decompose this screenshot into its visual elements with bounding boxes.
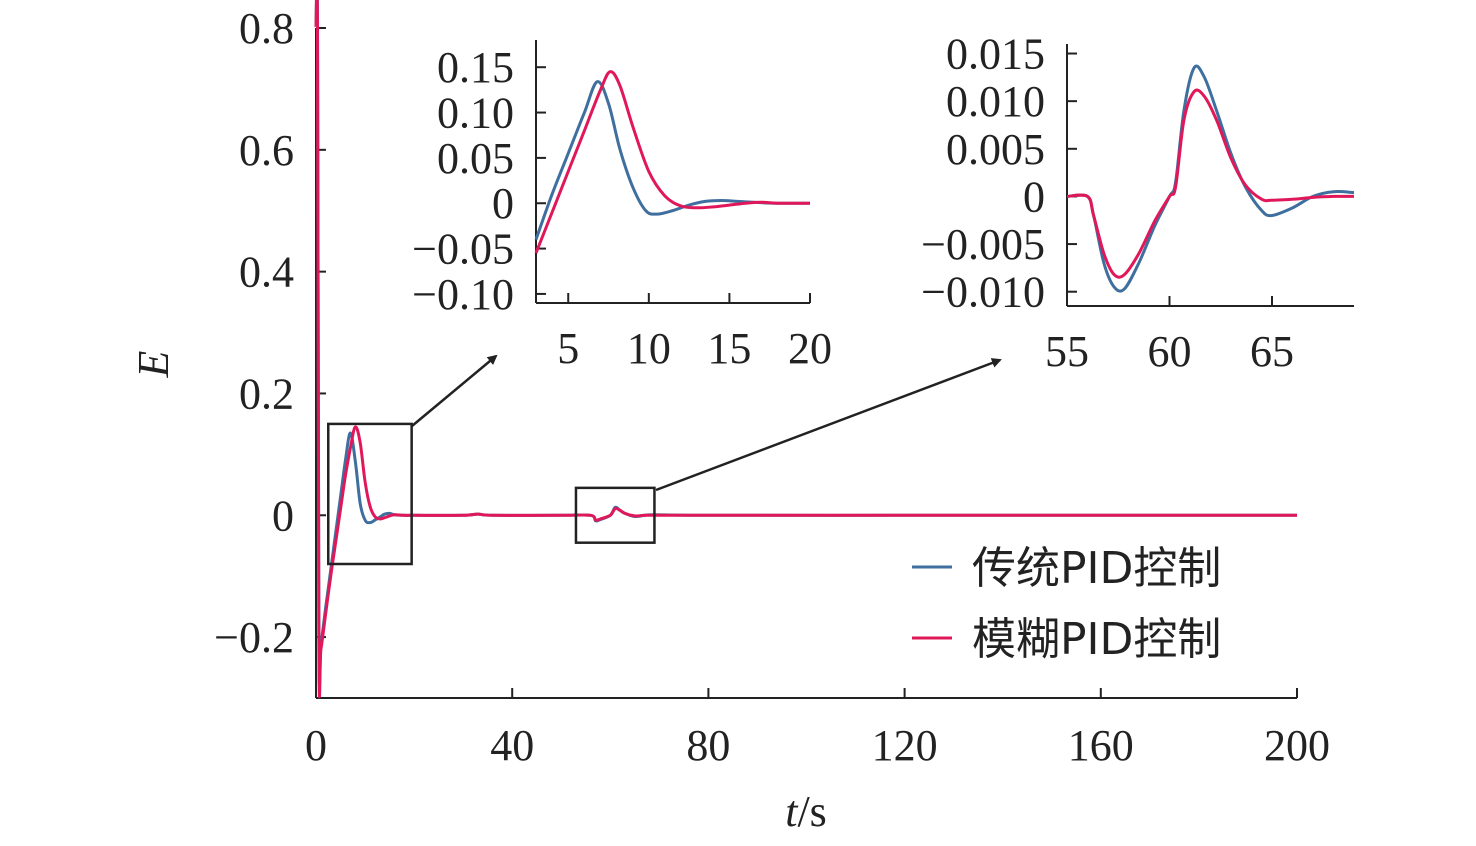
main-xtick-label: 160: [1068, 721, 1134, 770]
inset2-ytick-label: 0: [1023, 172, 1045, 221]
inset1-ytick-label: −0.05: [412, 225, 514, 274]
main-ytick-label: 0.2: [239, 369, 294, 418]
main-xtick-label: 40: [490, 721, 534, 770]
legend-label-fuzzy: 模糊PID控制: [972, 614, 1221, 665]
inset1-xtick-label: 5: [557, 324, 579, 373]
main-ytick-label: 0.4: [239, 248, 294, 297]
inset1-ytick-label: 0: [492, 179, 514, 228]
x-axis-title: t/s: [785, 787, 827, 836]
inset2-xtick-label: 60: [1148, 327, 1192, 376]
main-xtick-label: 120: [872, 721, 938, 770]
inset2-xtick-label: 65: [1250, 327, 1294, 376]
main-ytick-label: 0.6: [239, 126, 294, 175]
y-axis-title: E: [129, 350, 178, 378]
zoom-arrow-2: [655, 358, 1002, 492]
zoom-box-2: [574, 486, 656, 544]
inset1-ytick-label: 0.15: [437, 43, 514, 92]
inset1-series: [534, 70, 811, 254]
inset2-ytick-label: −0.005: [921, 220, 1045, 269]
legend-label-traditional: 传统PID控制: [972, 543, 1221, 594]
inset1-xtick-label: 20: [788, 324, 832, 373]
inset1-series-traditional: [534, 80, 811, 241]
inset1-series-fuzzy: [534, 70, 811, 254]
main-xtick-label: 200: [1264, 721, 1330, 770]
inset2-ytick-label: −0.010: [921, 268, 1045, 317]
inset1-xtick-label: 10: [627, 324, 671, 373]
main-plot: 0 40 80 120 160 200−0.200.20.40.60.8 E t/s: [129, 0, 1330, 836]
legend: 传统PID控制 模糊PID控制: [912, 543, 1221, 665]
zoom-boxes: [327, 422, 656, 566]
main-series: [314, 0, 1297, 699]
main-xtick-label: 0: [305, 721, 327, 770]
main-ticks: 0 40 80 120 160 200−0.200.20.40.60.8: [214, 4, 1330, 770]
main-ytick-label: −0.2: [214, 613, 294, 662]
inset1-xtick-label: 15: [707, 324, 751, 373]
inset2-xtick-label: 55: [1045, 327, 1089, 376]
main-ytick-label: 0: [272, 491, 294, 540]
main-xtick-label: 80: [686, 721, 730, 770]
inset1-ytick-label: 0.10: [437, 89, 514, 138]
inset1-ytick-label: 0.05: [437, 134, 514, 183]
x-axis-unit: /s: [797, 787, 826, 836]
inset2-series-fuzzy: [1066, 88, 1355, 279]
zoom-box-1: [327, 422, 413, 566]
main-ytick-label: 0.8: [239, 4, 294, 53]
main-series-fuzzy: [314, 0, 1297, 699]
x-axis-variable: t: [785, 787, 799, 836]
zoom-arrows: [411, 354, 1002, 492]
inset2-ytick-label: 0.015: [946, 30, 1045, 79]
inset1-ytick-label: −0.10: [412, 270, 514, 319]
inset2-ytick-label: 0.005: [946, 125, 1045, 174]
zoom-arrow-1: [411, 354, 498, 427]
inset2-ytick-label: 0.010: [946, 77, 1045, 126]
inset2-series: [1066, 64, 1355, 293]
inset2-series-traditional: [1066, 64, 1355, 293]
